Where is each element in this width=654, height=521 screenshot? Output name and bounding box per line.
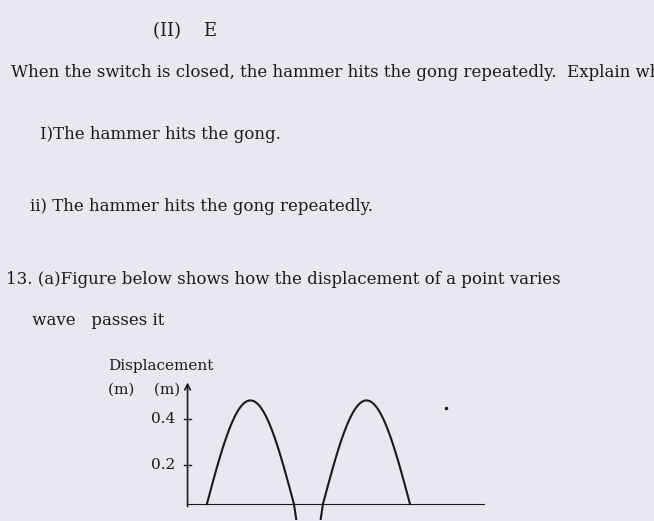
- Text: 13. (a)Figure below shows how the displacement of a point varies: 13. (a)Figure below shows how the displa…: [7, 271, 561, 288]
- Text: (m)    (m): (m) (m): [108, 382, 180, 396]
- Text: 0.2: 0.2: [151, 458, 175, 472]
- Text: When the switch is closed, the hammer hits the gong repeatedly.  Explain why:: When the switch is closed, the hammer hi…: [11, 64, 654, 81]
- Text: (II)    E: (II) E: [153, 22, 217, 40]
- Text: Displacement: Displacement: [108, 359, 213, 373]
- Text: ii) The hammer hits the gong repeatedly.: ii) The hammer hits the gong repeatedly.: [30, 199, 373, 215]
- Text: I)The hammer hits the gong.: I)The hammer hits the gong.: [40, 126, 281, 143]
- Text: wave   passes it: wave passes it: [7, 312, 165, 329]
- Text: 0.4: 0.4: [151, 412, 175, 426]
